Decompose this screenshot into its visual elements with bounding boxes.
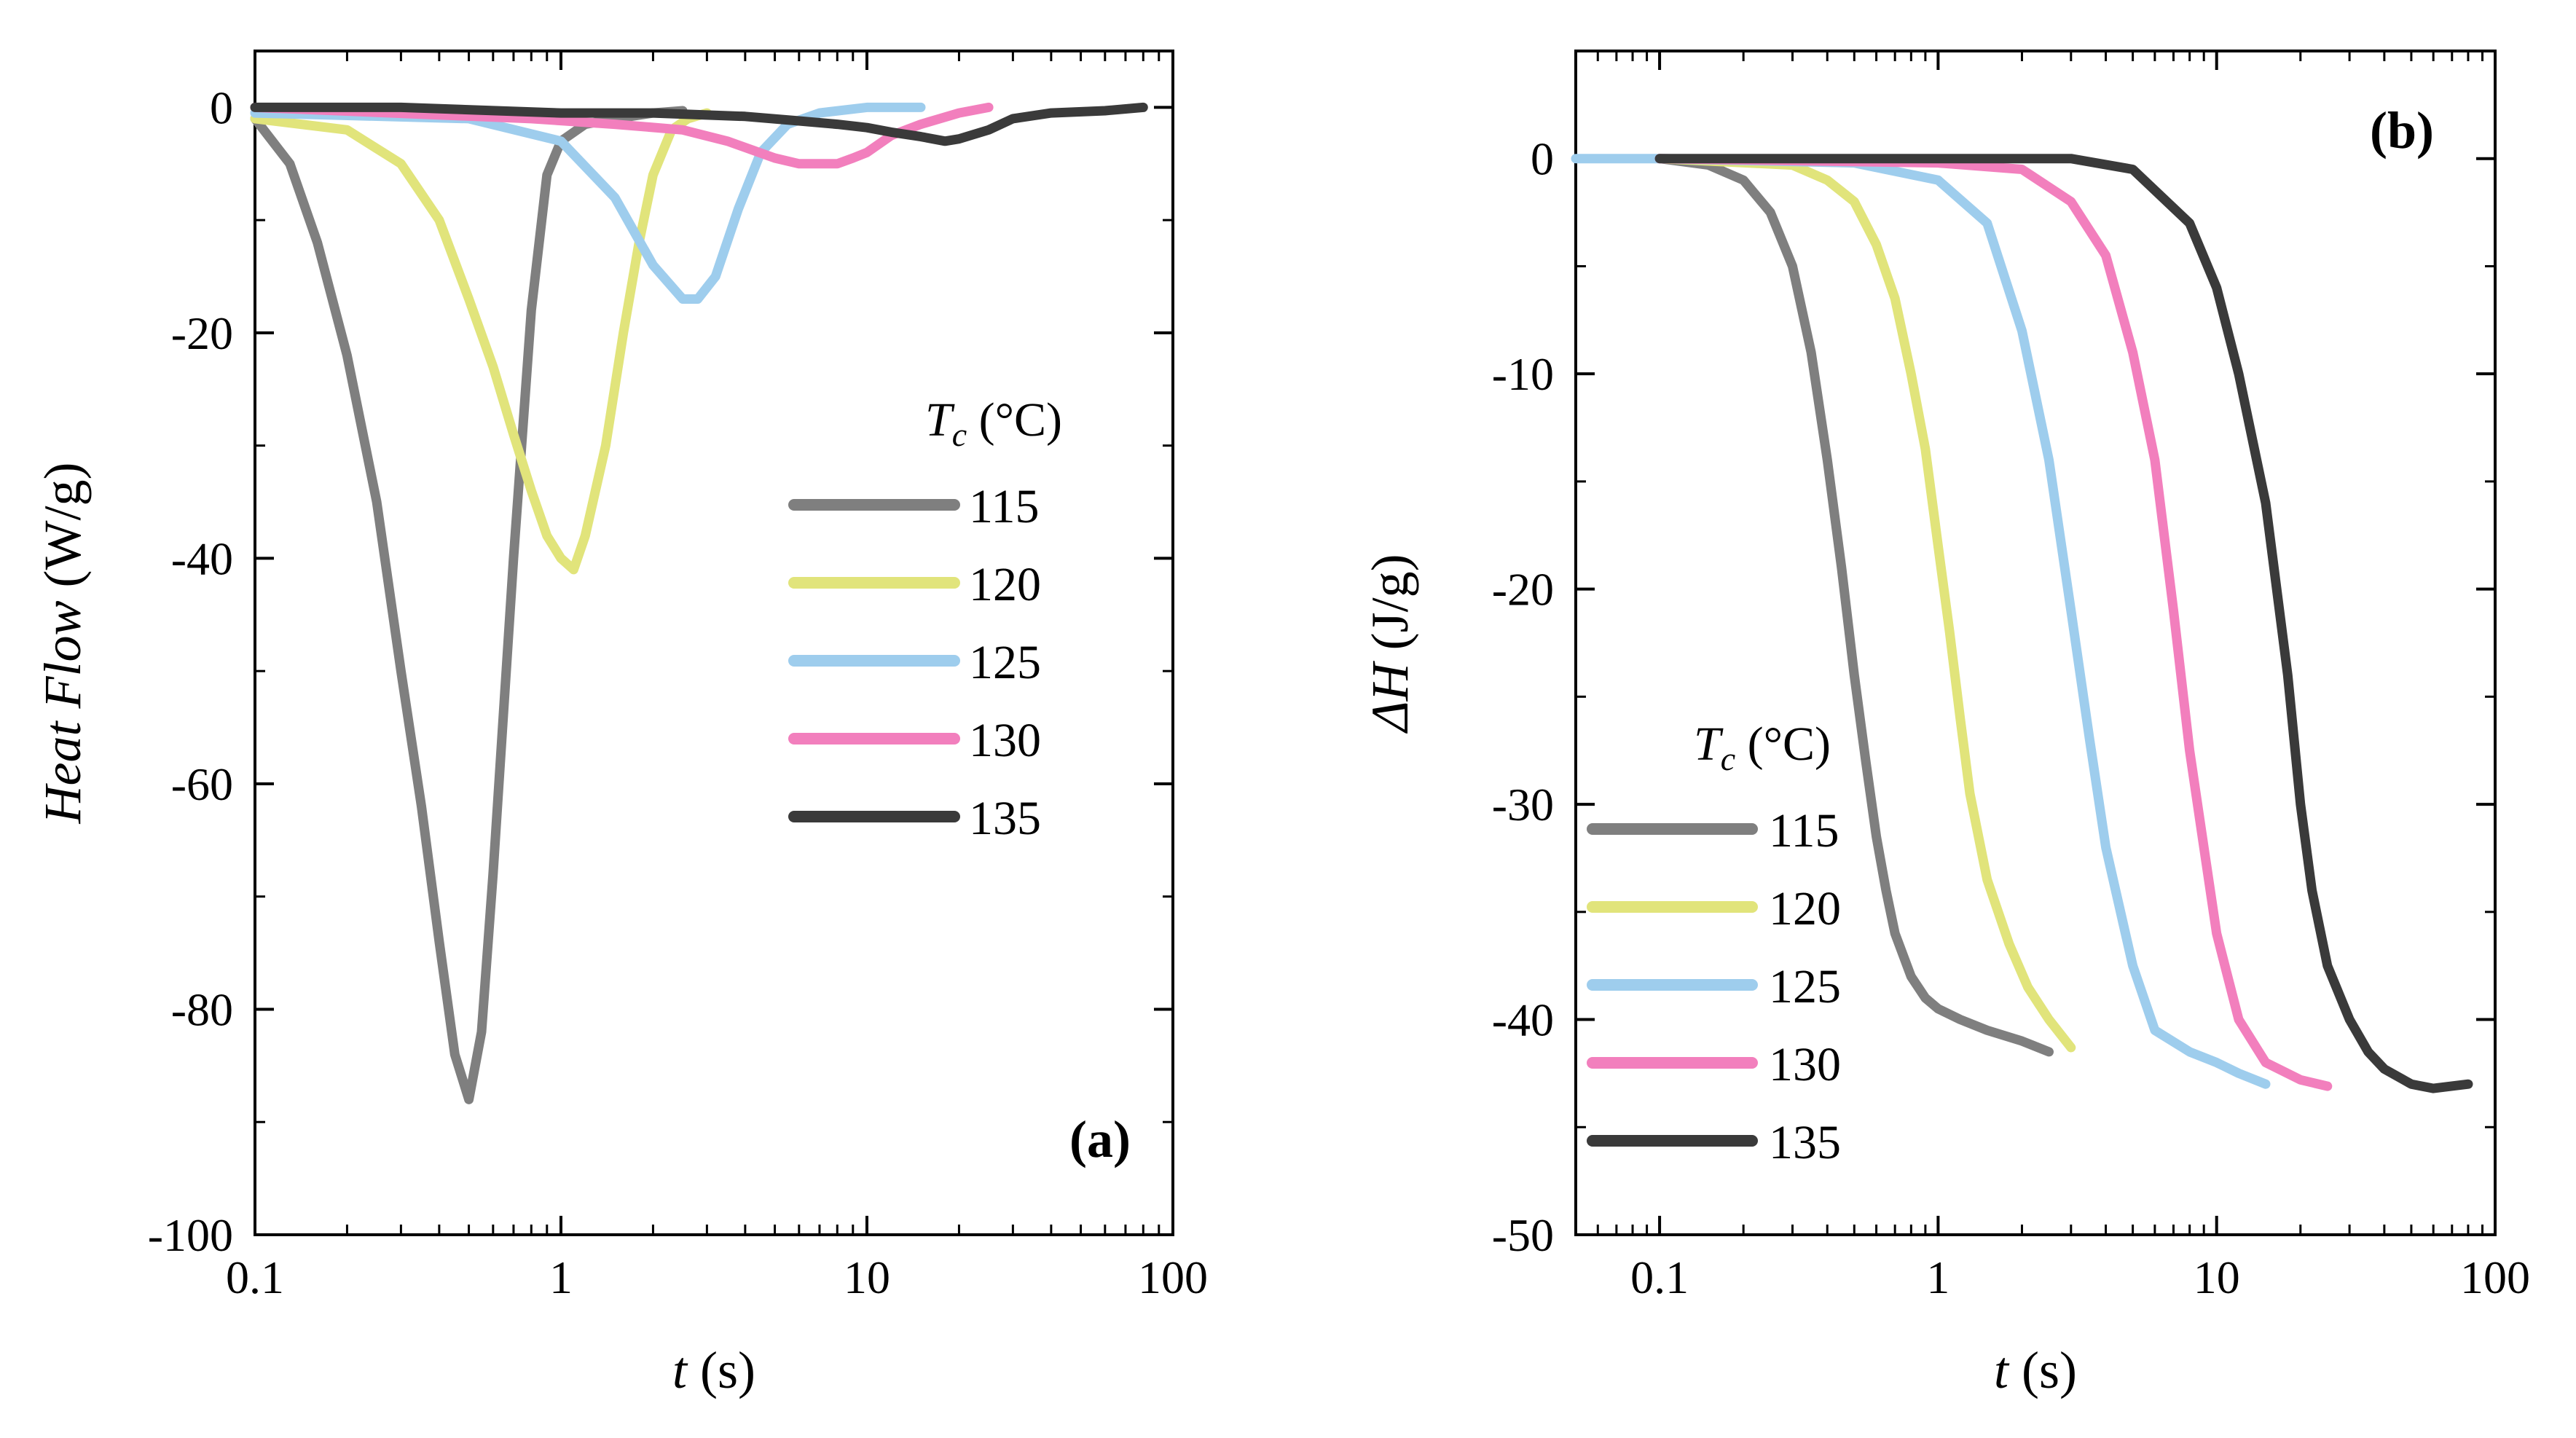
x-tick-label: 0.1 <box>226 1252 284 1303</box>
series-line-130 <box>1654 154 2333 1091</box>
x-tick-label: 0.1 <box>1630 1252 1689 1303</box>
panel-b: 0.1 1 10 100 0 -10 -20 -30 -40 -50 Tc (°C) 115 120 12… <box>1361 50 2530 1399</box>
plot-frame <box>254 50 1174 1236</box>
series-line-125 <box>250 102 926 304</box>
y-axis-unit: (W/g) <box>34 463 92 601</box>
y-tick-label: -80 <box>171 983 233 1035</box>
x-axis-title: t (s) <box>672 1341 755 1399</box>
series-line-130 <box>250 102 994 169</box>
y-tick-label: -40 <box>171 533 233 584</box>
legend-label: 115 <box>969 480 1040 533</box>
legend-label: 135 <box>1769 1116 1841 1169</box>
y-tick-label: -60 <box>171 758 233 810</box>
panel-a: 0.1 1 10 100 0 -20 -40 -60 -80 -100 Tc (°C) 115 120 1… <box>34 50 1208 1399</box>
y-axis-title: ΔH (J/g) <box>1361 554 1419 734</box>
series-line-115 <box>250 106 688 1104</box>
legend-label: 130 <box>1769 1038 1841 1091</box>
legend-title-sub: c <box>1721 740 1735 777</box>
y-tick-label: -100 <box>148 1209 233 1261</box>
y-axis-var: ΔH <box>1361 660 1419 734</box>
y-tick-label: -20 <box>1492 564 1554 616</box>
y-tick-label: -20 <box>171 307 233 359</box>
x-axis-title: t (s) <box>1994 1341 2077 1399</box>
legend-title-var: T <box>925 393 955 447</box>
legend-title: Tc (°C) <box>925 393 1062 453</box>
x-tick-label: 1 <box>1926 1252 1949 1303</box>
legend-label: 125 <box>969 636 1041 689</box>
y-axis-var: Heat Flow <box>34 600 92 824</box>
x-tick-label: 100 <box>1138 1252 1208 1303</box>
y-tick-label: 0 <box>1531 133 1554 185</box>
legend-title: Tc (°C) <box>1694 718 1831 777</box>
legend-label: 115 <box>1769 804 1839 857</box>
series-line-120 <box>1654 154 2076 1053</box>
legend-label: 120 <box>969 558 1041 611</box>
y-tick-label: -10 <box>1492 348 1554 400</box>
legend-label: 130 <box>969 714 1041 767</box>
panel-label: (b) <box>2370 101 2434 160</box>
legend-title-sub: c <box>952 416 967 453</box>
legend-title-unit: (°C) <box>967 393 1062 447</box>
legend-title-unit: (°C) <box>1735 718 1831 771</box>
x-tick-label: 1 <box>549 1252 573 1303</box>
y-tick-label: -50 <box>1492 1209 1554 1261</box>
y-axis-unit: (J/g) <box>1361 554 1419 663</box>
legend-title-var: T <box>1694 718 1724 771</box>
y-tick-label: -30 <box>1492 779 1554 830</box>
x-tick-label: 10 <box>844 1252 890 1303</box>
x-axis-unit: (s) <box>2008 1341 2077 1399</box>
series-line-135 <box>1654 154 2473 1093</box>
x-axis-var: t <box>1994 1341 2010 1399</box>
x-tick-label: 100 <box>2460 1252 2530 1303</box>
x-tick-label: 10 <box>2194 1252 2240 1303</box>
y-tick-label: -40 <box>1492 994 1554 1046</box>
x-axis-var: t <box>672 1341 688 1399</box>
x-axis-unit: (s) <box>687 1341 755 1399</box>
series-line-120 <box>250 108 712 575</box>
y-tick-label: 0 <box>210 82 233 133</box>
series-line-115 <box>1654 154 2054 1057</box>
series-line-135 <box>250 102 1148 146</box>
plot-frame <box>1574 50 2497 1236</box>
legend-label: 120 <box>1769 882 1841 935</box>
y-axis-title: Heat Flow (W/g) <box>34 463 92 825</box>
legend-label: 135 <box>969 792 1041 845</box>
legend-label: 125 <box>1769 960 1841 1013</box>
panel-label: (a) <box>1069 1110 1131 1168</box>
series-line-125 <box>1571 154 2271 1089</box>
